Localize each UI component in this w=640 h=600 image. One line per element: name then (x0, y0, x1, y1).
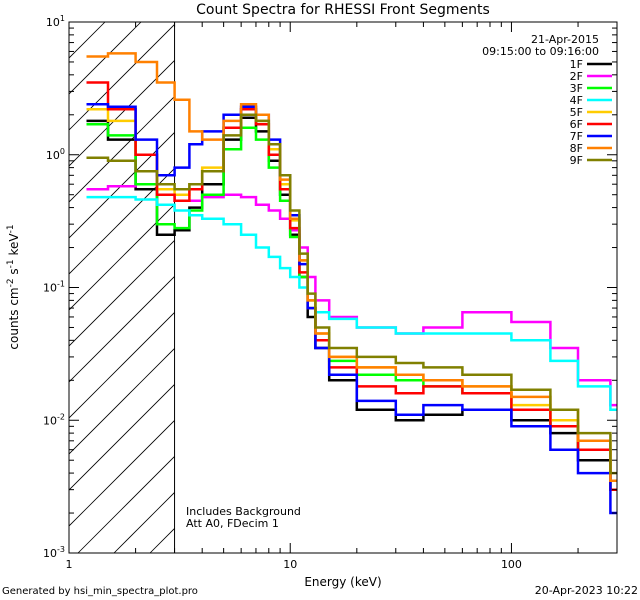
chart-title: Count Spectra for RHESSI Front Segments (196, 2, 490, 18)
y-axis-label: counts cm-2 s-1 keV-1 (6, 224, 21, 349)
y-tick-label: 10-1 (43, 280, 65, 295)
hatch-line (69, 23, 175, 131)
legend-label-3F: 3F (570, 82, 583, 95)
hatch-line (69, 59, 175, 167)
annotation-attenuator: Att A0, FDecim 1 (186, 517, 279, 530)
plot-frame (68, 21, 618, 554)
hatch-line (77, 455, 175, 553)
y-tick-label: 101 (46, 14, 65, 29)
x-tick-label: 10 (283, 558, 297, 571)
footer-timestamp: 20-Apr-2023 10:22 (535, 584, 638, 597)
y-tick-label: 10-2 (43, 412, 65, 427)
x-axis-label: Energy (keV) (304, 575, 381, 589)
y-tick-label: 10-3 (43, 545, 65, 560)
y-tick-label: 100 (46, 147, 65, 162)
hatch-line (69, 239, 175, 347)
x-tick-label: 100 (501, 558, 522, 571)
hatch-line (69, 383, 175, 491)
legend-label-7F: 7F (570, 130, 583, 143)
legend-label-9F: 9F (570, 154, 583, 167)
hatch-line (149, 527, 175, 553)
annotation-background: Includes Background (186, 505, 301, 518)
series-line-2F (86, 182, 617, 407)
footer-generated-by: Generated by hsi_min_spectra_plot.pro (2, 586, 198, 597)
legend-label-2F: 2F (570, 70, 583, 83)
series-line-1F (86, 116, 617, 491)
series-line-9F (86, 113, 617, 475)
hatch-line (69, 95, 175, 203)
series-line-4F (86, 195, 617, 411)
attenuator-hatch-region (69, 22, 175, 553)
legend-label-5F: 5F (570, 106, 583, 119)
x-tick-label: 1 (66, 558, 73, 571)
chart-date: 21-Apr-2015 (531, 33, 599, 46)
chart-time-range: 09:15:00 to 09:16:00 (482, 45, 599, 58)
hatch-line (69, 419, 175, 527)
legend-label-8F: 8F (570, 142, 583, 155)
legend-label-1F: 1F (570, 58, 583, 71)
legend-label-6F: 6F (570, 118, 583, 131)
series-line-8F (86, 52, 617, 483)
series-line-7F (86, 103, 617, 515)
legend-label-4F: 4F (570, 94, 583, 107)
series-line-6F (86, 81, 617, 491)
hatch-line (113, 491, 175, 553)
hatch-line (69, 275, 175, 383)
hatch-line (69, 203, 175, 311)
series-line-3F (86, 122, 617, 491)
